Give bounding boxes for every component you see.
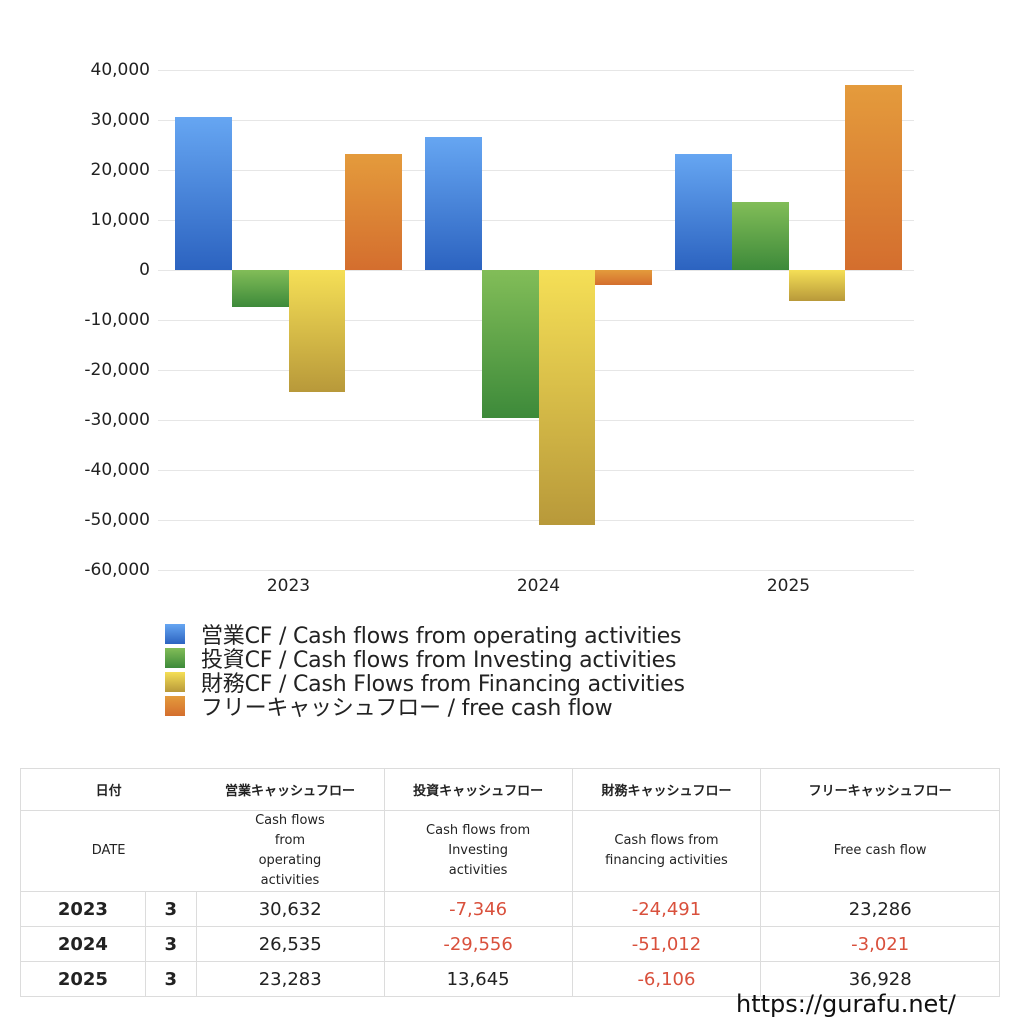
header-date-jp: 日付 [20, 768, 197, 811]
y-tick-label: 30,000 [90, 110, 150, 130]
table-header-jp: 日付 営業キャッシュフロー 投資キャッシュフロー 財務キャッシュフロー フリーキ… [20, 768, 1000, 811]
cell-financing: -24,491 [571, 891, 762, 927]
cell-operating: 23,283 [195, 961, 385, 997]
y-tick-label: -20,000 [84, 360, 150, 380]
bar [731, 201, 789, 270]
x-tick-label: 2023 [266, 576, 311, 596]
legend-swatch-blue [165, 624, 185, 644]
y-tick-label: 10,000 [90, 210, 150, 230]
y-tick-label: -40,000 [84, 460, 150, 480]
legend-swatch-green [165, 648, 185, 668]
y-tick-label: -50,000 [84, 510, 150, 530]
legend-swatch-orange [165, 696, 185, 716]
header-operating-jp: 営業キャッシュフロー [196, 768, 385, 811]
y-tick-label: 0 [139, 260, 150, 280]
header-financing-en: Cash flows from financing activities [571, 810, 762, 892]
cell-operating: 26,535 [195, 926, 385, 962]
legend-item-free-cash-flow: フリーキャッシュフロー / free cash flow [165, 694, 685, 721]
header-investing-jp: 投資キャッシュフロー [383, 768, 573, 811]
cell-operating: 30,632 [195, 891, 385, 927]
x-tick-label: 2024 [516, 576, 561, 596]
bar [595, 270, 652, 286]
gridline [158, 70, 914, 71]
header-operating-en: Cash flows from operating activities [196, 810, 385, 892]
legend-label: フリーキャッシュフロー / free cash flow [201, 696, 613, 721]
bar [231, 270, 289, 307]
gridline [158, 420, 914, 421]
legend-label: 投資CF / Cash flows from Investing activit… [201, 648, 677, 673]
header-investing-en: Cash flows from Investing activities [383, 810, 573, 892]
gridline [158, 520, 914, 521]
cell-year: 2025 [20, 961, 146, 997]
bar [788, 270, 846, 301]
cell-free: 23,286 [760, 891, 1000, 927]
table-row: 2023 3 30,632 -7,346 -24,491 23,286 [20, 891, 1000, 927]
gridline [158, 170, 914, 171]
legend-item-investing: 投資CF / Cash flows from Investing activit… [165, 646, 685, 673]
y-tick-label: -30,000 [84, 410, 150, 430]
y-tick-label: 40,000 [90, 60, 150, 80]
y-tick-label: 20,000 [90, 160, 150, 180]
x-tick-label: 2025 [766, 576, 811, 596]
legend-item-financing: 財務CF / Cash Flows from Financing activit… [165, 670, 685, 697]
cash-flow-table: 日付 営業キャッシュフロー 投資キャッシュフロー 財務キャッシュフロー フリーキ… [20, 768, 1000, 997]
cash-flow-bar-chart: 40,000 30,000 20,000 10,000 0 -10,000 -20,000 -… [84, 60, 914, 596]
legend-label: 財務CF / Cash Flows from Financing activit… [201, 672, 685, 697]
gridline [158, 120, 914, 121]
header-financing-jp: 財務キャッシュフロー [571, 768, 762, 811]
chart-legend: 営業CF / Cash flows from operating activit… [165, 622, 685, 721]
header-free-en: Free cash flow [760, 810, 1000, 892]
legend-swatch-yellow [165, 672, 185, 692]
bar [845, 85, 902, 270]
gridline [158, 570, 914, 571]
y-tick-label: -60,000 [84, 560, 150, 580]
header-free-jp: フリーキャッシュフロー [760, 768, 1000, 811]
cell-month: 3 [144, 961, 197, 997]
cell-month: 3 [144, 926, 197, 962]
bar [345, 153, 402, 270]
table-header-en: DATE Cash flows from operating activitie… [20, 810, 1000, 892]
bar [675, 153, 732, 270]
header-date-en: DATE [20, 810, 197, 892]
y-tick-label: -10,000 [84, 310, 150, 330]
cell-investing: -29,556 [383, 926, 573, 962]
bar [175, 116, 232, 270]
cell-year: 2023 [20, 891, 146, 927]
gridline [158, 470, 914, 471]
cell-month: 3 [144, 891, 197, 927]
table-row: 2024 3 26,535 -29,556 -51,012 -3,021 [20, 926, 1000, 962]
bar [481, 270, 539, 418]
gridline [158, 220, 914, 221]
cell-investing: 13,645 [383, 961, 573, 997]
cell-investing: -7,346 [383, 891, 573, 927]
legend-label: 営業CF / Cash flows from operating activit… [201, 624, 682, 649]
cell-financing: -51,012 [571, 926, 762, 962]
bar [538, 270, 596, 526]
bar [288, 270, 346, 393]
legend-item-operating: 営業CF / Cash flows from operating activit… [165, 622, 685, 649]
cell-free: -3,021 [760, 926, 1000, 962]
cell-year: 2024 [20, 926, 146, 962]
site-watermark: https://gurafu.net/ [736, 990, 956, 1018]
cell-financing: -6,106 [571, 961, 762, 997]
bar [425, 137, 482, 270]
cell-free: 36,928 [760, 961, 1000, 997]
table-row: 2025 3 23,283 13,645 -6,106 36,928 [20, 961, 1000, 997]
